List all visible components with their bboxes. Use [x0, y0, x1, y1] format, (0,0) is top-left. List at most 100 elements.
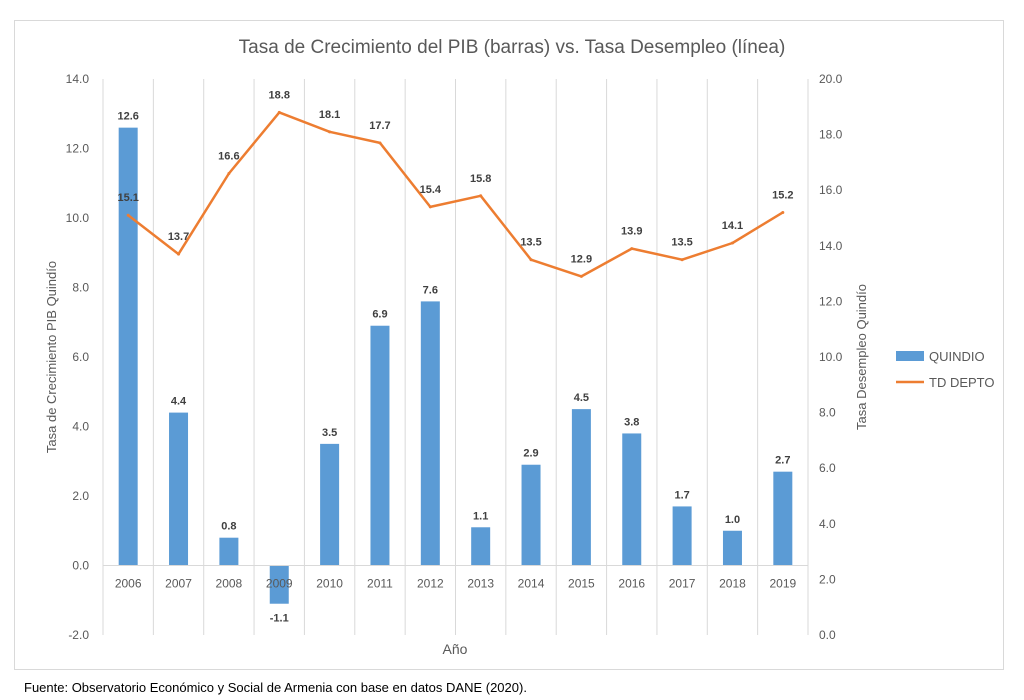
bar: [521, 464, 541, 566]
line-data-label: 13.9: [621, 226, 642, 238]
bar: [622, 433, 642, 566]
bar: [571, 409, 591, 566]
bar-series: 12.6 4.4 0.8 -1.1 3.5 6.9 7.6 1.1 2.9 4.5 3.8 1.7 1.…: [117, 111, 793, 625]
line-point: [378, 141, 382, 145]
chart-title: Tasa de Crecimiento del PIB (barras) vs.…: [239, 37, 786, 58]
line-point: [428, 205, 432, 209]
y-tick-label: 6.0: [72, 350, 89, 364]
bar-data-label: 3.8: [624, 416, 639, 428]
line-data-label: 17.7: [369, 120, 390, 132]
x-tick-label: 2009: [266, 577, 293, 591]
line-point: [177, 252, 181, 256]
line-point: [781, 210, 785, 214]
line-data-label: 15.1: [117, 192, 138, 204]
x-tick-label: 2016: [618, 577, 645, 591]
line-point: [579, 274, 583, 278]
y2-axis-title: Tasa Desempleo Quindío: [854, 284, 869, 430]
line-point: [630, 247, 634, 251]
bar: [118, 127, 138, 566]
bar-data-label: 4.5: [574, 392, 589, 404]
line-data-label: 18.1: [319, 109, 340, 121]
x-tick-label: 2007: [165, 577, 192, 591]
bar-data-label: 1.0: [725, 514, 740, 526]
bar-data-label: 2.7: [775, 455, 790, 467]
bar: [169, 412, 189, 566]
y2-tick-label: 18.0: [819, 128, 843, 142]
legend: QUINDIO TD DEPTO: [896, 349, 995, 390]
y2-tick-label: 10.0: [819, 350, 843, 364]
line-data-label: 14.1: [722, 220, 743, 232]
bar-data-label: 1.7: [674, 489, 689, 501]
bar-data-label: 7.6: [423, 284, 438, 296]
y-tick-label: 14.0: [66, 72, 90, 86]
y-tick-label: 2.0: [72, 489, 89, 503]
line-point: [529, 258, 533, 262]
bar: [420, 301, 440, 566]
line-data-label: 18.8: [269, 89, 290, 101]
y2-tick-label: 14.0: [819, 239, 843, 253]
source-note: Fuente: Observatorio Económico y Social …: [24, 680, 527, 695]
line-point: [328, 130, 332, 134]
line-data-label: 13.5: [671, 237, 692, 249]
bar: [269, 565, 289, 604]
line-point: [277, 110, 281, 114]
bar-data-label: 2.9: [523, 448, 538, 460]
y-tick-label: 12.0: [66, 142, 90, 156]
y2-tick-label: 2.0: [819, 572, 836, 586]
y2-tick-label: 20.0: [819, 72, 843, 86]
bar-data-label: 1.1: [473, 510, 488, 522]
plot-grid: [152, 79, 759, 635]
bar: [370, 325, 390, 566]
x-tick-label: 2012: [417, 577, 444, 591]
bar-data-label: 0.8: [221, 521, 236, 533]
line-point: [479, 194, 483, 198]
bar: [320, 443, 340, 566]
line-point: [227, 172, 231, 176]
bar-data-label: 12.6: [117, 111, 138, 123]
x-tick-label: 2011: [367, 577, 393, 591]
bar: [722, 530, 742, 566]
y2-tick-label: 8.0: [819, 406, 836, 420]
y-tick-label: 10.0: [66, 211, 90, 225]
line-data-label: 15.4: [420, 184, 442, 196]
bar-data-label: -1.1: [270, 613, 289, 625]
chart-frame: [14, 20, 1004, 670]
line-data-label: 13.5: [520, 237, 541, 249]
bar-data-label: 3.5: [322, 427, 337, 439]
bar-data-label: 6.9: [372, 309, 387, 321]
legend-bar-label: QUINDIO: [929, 349, 985, 364]
y2-tick-label: 4.0: [819, 517, 836, 531]
y-tick-label: -2.0: [68, 628, 89, 642]
line-data-label: 15.2: [772, 189, 793, 201]
axes: -2.0 0.0 2.0 4.0 6.0 8.0 10.0 12.0 14.0 0.0 2.0 4.0…: [66, 72, 843, 642]
x-tick-label: 2017: [669, 577, 696, 591]
x-tick-label: 2014: [518, 577, 545, 591]
y-tick-label: 8.0: [72, 281, 89, 295]
legend-bar-swatch: [896, 351, 924, 361]
y-axis-title: Tasa de Crecimiento PIB Quindío: [44, 261, 59, 453]
x-tick-label: 2008: [216, 577, 243, 591]
x-tick-label: 2018: [719, 577, 746, 591]
x-tick-label: 2006: [115, 577, 142, 591]
x-tick-label: 2010: [316, 577, 343, 591]
line-data-label: 13.7: [168, 231, 189, 243]
line-data-label: 16.6: [218, 151, 239, 163]
x-tick-label: 2019: [769, 577, 796, 591]
bar: [471, 527, 491, 566]
y2-tick-label: 0.0: [819, 628, 836, 642]
bar-data-label: 4.4: [171, 396, 187, 408]
bar: [219, 537, 239, 566]
y2-tick-label: 6.0: [819, 461, 836, 475]
bar: [672, 506, 692, 566]
line-point: [680, 258, 684, 262]
y2-tick-label: 12.0: [819, 294, 843, 308]
line-point: [126, 213, 130, 217]
line-path: [127, 111, 784, 278]
y-tick-label: 4.0: [72, 420, 89, 434]
line-point: [730, 241, 734, 245]
x-tick-label: 2013: [467, 577, 494, 591]
line-data-label: 15.8: [470, 173, 491, 185]
y-tick-label: 0.0: [72, 559, 89, 573]
line-series: 15.1 13.7 16.6 18.8 18.1 17.7 15.4 15.8 13.5 12.9…: [117, 89, 794, 278]
